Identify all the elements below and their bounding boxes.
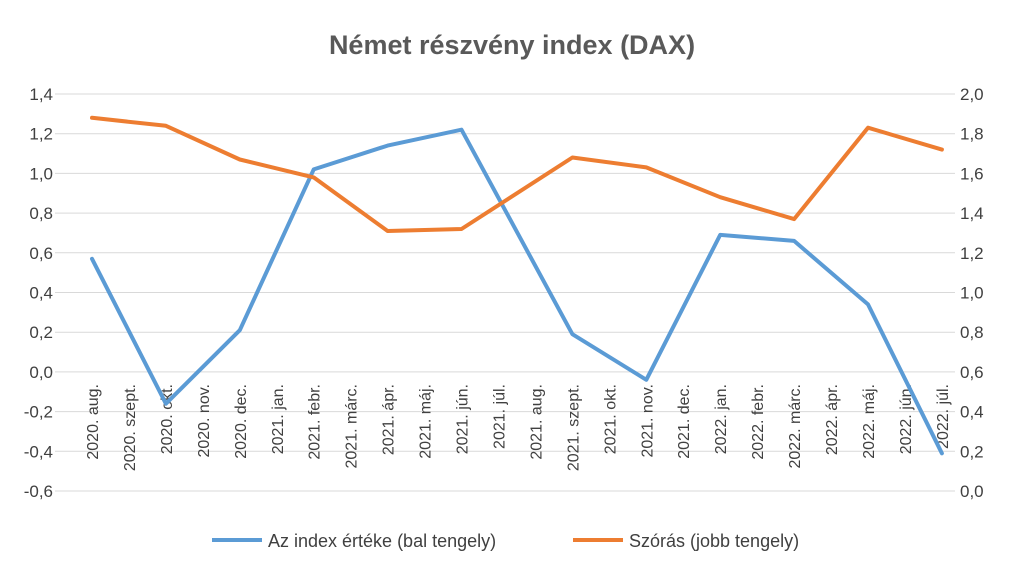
right-tick-label: 0,6 <box>960 363 984 382</box>
right-tick-label: 0,2 <box>960 442 984 461</box>
category-label: 2022. márc. <box>787 384 804 468</box>
right-axis: 2,0 1,8 1,6 1,4 1,2 1,0 0,8 0,6 0,4 0,2 0,0 <box>960 85 984 501</box>
category-label: 2021. nov. <box>639 384 656 458</box>
left-tick-label: 1,4 <box>29 85 53 104</box>
gridlines <box>55 93 955 492</box>
right-tick-label: 0,4 <box>960 403 984 422</box>
category-label: 2020. dec. <box>233 384 250 459</box>
category-label: 2021. márc. <box>344 384 361 468</box>
left-tick-label: -0,6 <box>24 482 53 501</box>
right-tick-label: 1,4 <box>960 204 984 223</box>
right-tick-label: 1,2 <box>960 244 984 263</box>
category-label: 2022. febr. <box>750 384 767 460</box>
chart-title: Német részvény index (DAX) <box>329 30 695 60</box>
right-tick-label: 1,6 <box>960 164 984 183</box>
legend-label-stdev: Szórás (jobb tengely) <box>629 531 799 551</box>
category-label: 2021. ápr. <box>381 384 398 455</box>
category-label: 2021. jan. <box>270 384 287 454</box>
left-tick-label: 1,2 <box>29 125 53 144</box>
category-label: 2022. jan. <box>713 384 730 454</box>
right-tick-label: 0,0 <box>960 482 984 501</box>
category-label: 2020. nov. <box>196 384 213 458</box>
category-label: 2021. aug. <box>528 384 545 460</box>
category-label: 2022. júl. <box>935 384 952 449</box>
series-lines <box>90 115 944 456</box>
series-line-index <box>90 127 944 456</box>
category-label: 2021. júl. <box>491 384 508 449</box>
category-axis: 2020. aug. 2020. szept. 2020. okt. 2020. no… <box>85 384 952 471</box>
category-label: 2022. jún. <box>898 384 915 454</box>
category-label: 2021. okt. <box>602 384 619 454</box>
right-tick-label: 1,8 <box>960 125 984 144</box>
left-tick-label: -0,2 <box>24 403 53 422</box>
right-tick-label: 0,8 <box>960 323 984 342</box>
legend-label-index: Az index értéke (bal tengely) <box>268 531 496 551</box>
category-label: 2021. szept. <box>565 384 582 471</box>
left-tick-label: 0,2 <box>29 323 53 342</box>
left-axis: 1,4 1,2 1,0 0,8 0,6 0,4 0,2 0,0 -0,2 -0,4 -0,6 <box>24 85 53 501</box>
category-label: 2021. febr. <box>307 384 324 460</box>
left-tick-label: 0,8 <box>29 204 53 223</box>
category-label: 2022. ápr. <box>824 384 841 455</box>
category-label: 2022. máj. <box>861 384 878 459</box>
left-tick-label: 0,4 <box>29 284 53 303</box>
category-label: 2021. jún. <box>455 384 472 454</box>
left-tick-label: 0,0 <box>29 363 53 382</box>
left-tick-label: -0,4 <box>24 442 53 461</box>
legend: Az index értéke (bal tengely) Szórás (jo… <box>212 531 799 551</box>
right-tick-label: 1,0 <box>960 284 984 303</box>
category-label: 2020. aug. <box>85 384 102 460</box>
category-label: 2021. dec. <box>676 384 693 459</box>
category-label: 2021. máj. <box>418 384 435 459</box>
left-tick-label: 1,0 <box>29 164 53 183</box>
right-tick-label: 2,0 <box>960 85 984 104</box>
category-label: 2020. szept. <box>122 384 139 471</box>
series-line-stdev <box>90 115 944 233</box>
left-tick-label: 0,6 <box>29 244 53 263</box>
